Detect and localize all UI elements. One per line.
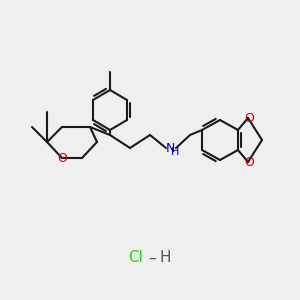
Text: O: O	[57, 152, 67, 164]
Text: O: O	[244, 112, 254, 124]
Text: O: O	[244, 155, 254, 169]
Text: H: H	[159, 250, 171, 266]
Text: –: –	[148, 250, 156, 266]
Text: N: N	[165, 142, 175, 154]
Text: H: H	[171, 147, 179, 157]
Text: Cl: Cl	[129, 250, 143, 266]
